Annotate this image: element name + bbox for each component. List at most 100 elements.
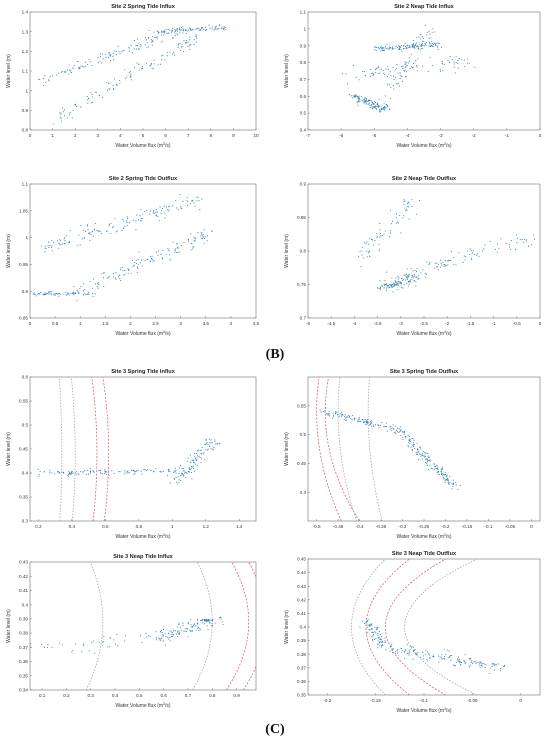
data-point bbox=[416, 652, 418, 654]
data-point bbox=[385, 425, 388, 428]
data-point bbox=[87, 293, 89, 295]
data-point bbox=[49, 472, 51, 474]
data-point bbox=[332, 414, 335, 416]
data-point bbox=[357, 104, 359, 106]
data-point bbox=[453, 61, 455, 63]
data-point bbox=[341, 73, 343, 75]
data-point bbox=[203, 229, 205, 231]
data-point bbox=[387, 66, 389, 68]
data-point bbox=[162, 249, 164, 252]
data-point bbox=[510, 248, 512, 250]
data-point bbox=[145, 36, 147, 39]
data-point bbox=[413, 42, 415, 44]
x-tick-label: 0.5 bbox=[136, 693, 143, 698]
data-point bbox=[394, 47, 396, 49]
data-point bbox=[65, 235, 67, 237]
x-tick-label: -6 bbox=[339, 133, 344, 138]
data-point bbox=[83, 644, 85, 647]
data-point bbox=[406, 276, 408, 278]
data-point bbox=[207, 629, 209, 631]
data-point bbox=[159, 470, 161, 473]
data-point bbox=[478, 661, 480, 663]
x-tick-label: 0 bbox=[530, 524, 533, 529]
data-point bbox=[471, 252, 473, 254]
data-point bbox=[372, 74, 375, 76]
data-point bbox=[162, 31, 164, 33]
data-point bbox=[178, 632, 180, 634]
data-point bbox=[200, 461, 202, 464]
data-point bbox=[101, 273, 103, 275]
data-point bbox=[365, 243, 367, 245]
data-point bbox=[88, 58, 90, 60]
data-point bbox=[367, 632, 369, 634]
data-point bbox=[189, 36, 191, 38]
plot-frame bbox=[307, 11, 541, 131]
data-point bbox=[390, 645, 392, 647]
data-point bbox=[400, 282, 402, 284]
data-point bbox=[455, 62, 457, 64]
data-point bbox=[109, 52, 111, 54]
data-point bbox=[208, 620, 210, 622]
data-point bbox=[186, 627, 188, 629]
data-point bbox=[57, 470, 59, 472]
data-point bbox=[152, 40, 154, 43]
data-point bbox=[413, 275, 415, 277]
y-axis-label: Water level (m) bbox=[284, 610, 290, 644]
data-point bbox=[178, 251, 180, 253]
data-point bbox=[445, 471, 447, 474]
x-tick-label: 2 bbox=[74, 133, 77, 138]
data-point bbox=[344, 416, 346, 418]
data-point bbox=[162, 636, 164, 638]
x-tick-label: 0.1 bbox=[39, 693, 46, 698]
data-point bbox=[496, 251, 498, 253]
data-point bbox=[395, 222, 397, 224]
data-point bbox=[108, 87, 110, 90]
data-point bbox=[205, 29, 207, 31]
data-point bbox=[395, 217, 397, 219]
data-point bbox=[533, 238, 535, 240]
data-point bbox=[420, 47, 423, 49]
data-point bbox=[440, 70, 442, 72]
data-point bbox=[377, 106, 379, 108]
data-point bbox=[178, 479, 180, 481]
data-point bbox=[377, 72, 379, 74]
data-point bbox=[141, 65, 143, 67]
data-point bbox=[73, 292, 75, 294]
data-point bbox=[362, 71, 364, 73]
data-point bbox=[411, 198, 413, 200]
data-point bbox=[454, 72, 456, 74]
data-point bbox=[409, 645, 411, 647]
data-point bbox=[374, 638, 376, 641]
x-tick-label: -2 bbox=[472, 133, 477, 138]
data-point bbox=[72, 291, 74, 293]
data-point bbox=[415, 280, 417, 282]
data-point bbox=[66, 474, 69, 476]
data-point bbox=[371, 104, 373, 106]
data-point bbox=[411, 450, 413, 452]
data-point bbox=[189, 468, 191, 471]
data-point bbox=[391, 650, 393, 652]
x-tick-label: -7 bbox=[306, 133, 311, 138]
data-point bbox=[429, 464, 431, 466]
data-point bbox=[396, 283, 398, 285]
data-point bbox=[167, 210, 169, 212]
x-tick-label: -3.5 bbox=[374, 321, 382, 326]
x-tick-label: 0.2 bbox=[63, 693, 70, 698]
data-point bbox=[106, 81, 108, 84]
data-point bbox=[66, 117, 68, 119]
data-point bbox=[167, 248, 169, 250]
data-point bbox=[80, 471, 82, 473]
data-point bbox=[126, 76, 128, 78]
data-point bbox=[387, 284, 389, 287]
data-point bbox=[389, 45, 391, 47]
data-point bbox=[403, 430, 405, 432]
data-point bbox=[69, 473, 71, 475]
y-axis-label: Water level (m) bbox=[284, 234, 290, 268]
data-point bbox=[179, 475, 181, 477]
data-point bbox=[131, 52, 133, 54]
data-point bbox=[482, 666, 484, 668]
data-point bbox=[137, 263, 139, 265]
y-tick-label: 0.44 bbox=[297, 570, 306, 575]
data-point bbox=[124, 225, 126, 227]
data-point bbox=[135, 220, 137, 222]
